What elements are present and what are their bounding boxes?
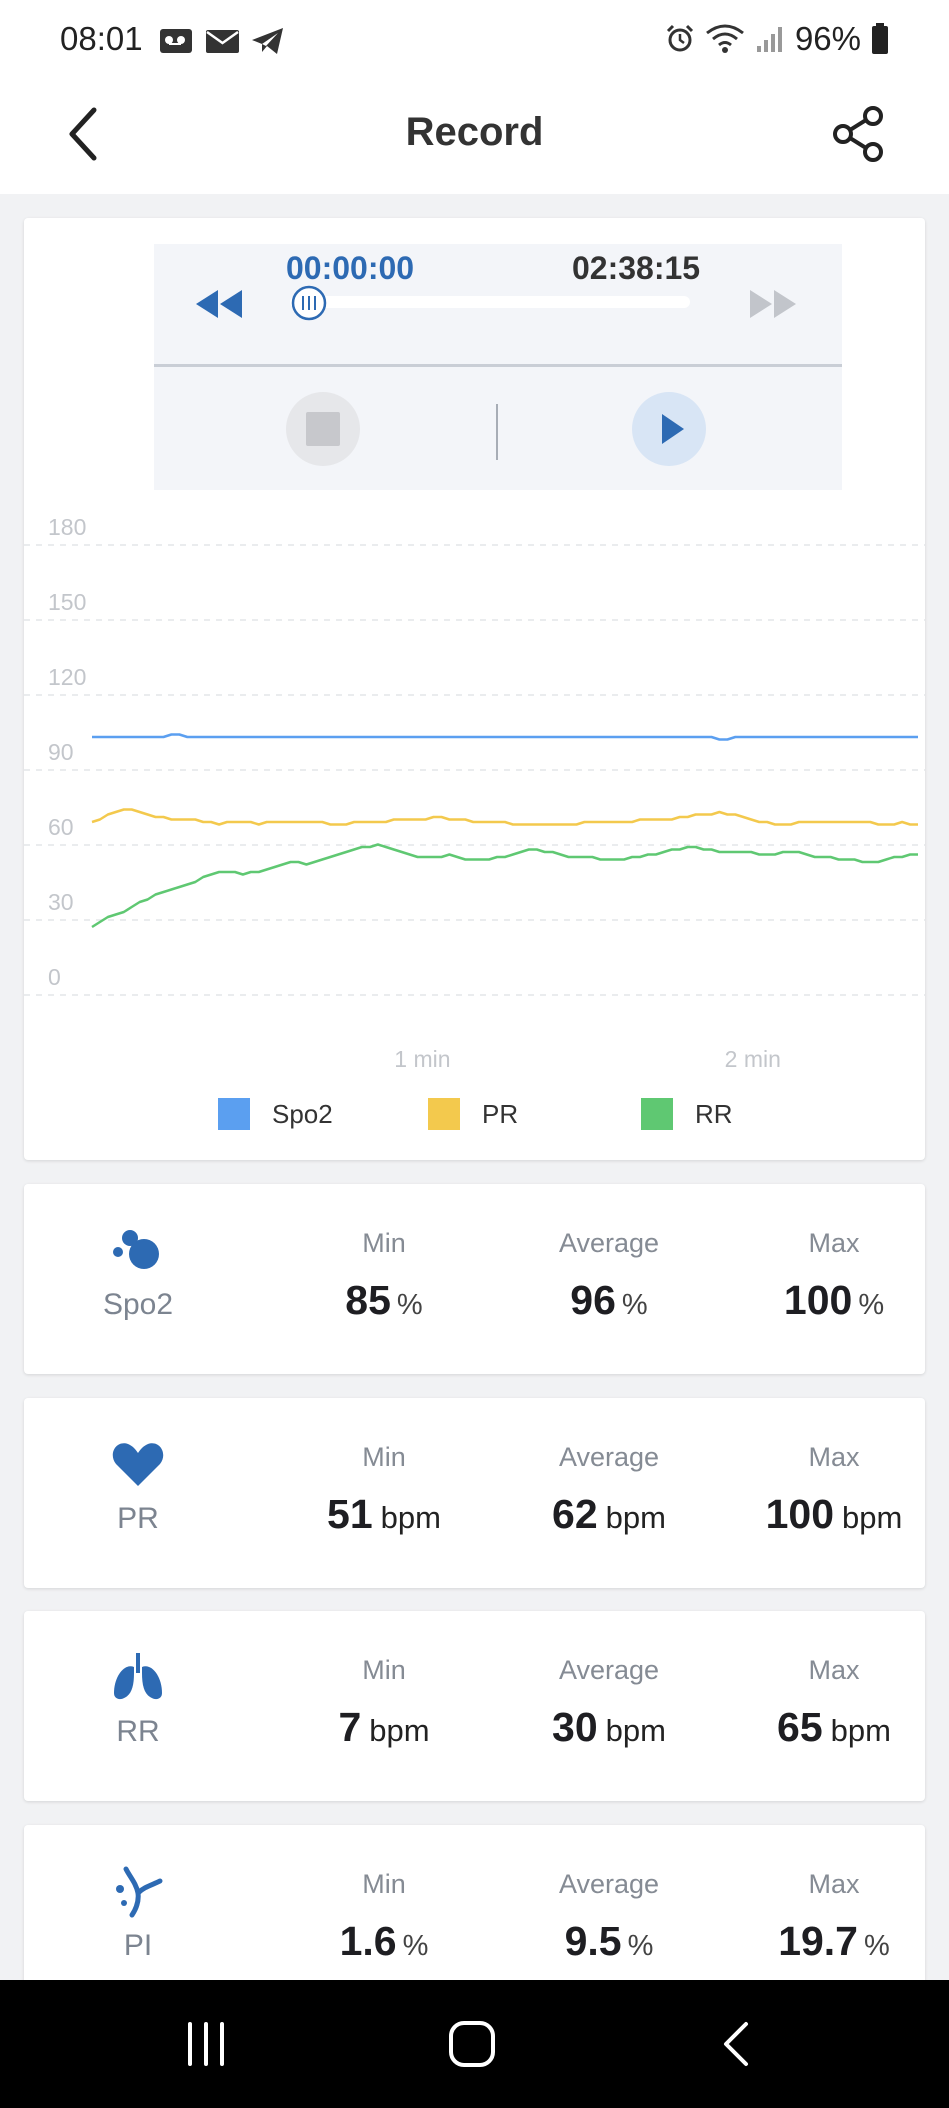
perfusion-icon: [116, 1866, 163, 1918]
stat-max: Max 100%: [783, 1228, 885, 1323]
stat-max: Max 65 bpm: [777, 1655, 891, 1750]
stat-min: Min 7 bpm: [338, 1655, 430, 1750]
play-button[interactable]: [632, 392, 706, 466]
stat-value: 100: [783, 1277, 853, 1323]
y-tick-label: 90: [48, 739, 74, 765]
voicemail-icon: [160, 29, 192, 53]
play-icon: [662, 414, 684, 444]
stat-card-rr: RR Min 7 bpm Average 30 bpm Max 65 bpm: [24, 1611, 925, 1801]
stat-value: 30: [552, 1704, 598, 1750]
stat-value: 1.6: [339, 1918, 397, 1964]
stat-name: PI: [123, 1929, 153, 1962]
chart-card: 00:00:00 02:38:15: [24, 218, 925, 1160]
current-time: 00:00:00: [286, 250, 415, 286]
stat-max: Max 100 bpm: [765, 1442, 903, 1537]
stat-value: 65: [777, 1704, 823, 1750]
stat-value: 62: [552, 1491, 598, 1537]
rewind-icon: [196, 290, 242, 318]
fast-forward-button[interactable]: [744, 284, 800, 324]
system-nav-bar: [0, 1980, 949, 2108]
stop-button[interactable]: [286, 392, 360, 466]
mail-icon: [206, 30, 239, 53]
status-bar: 08:01: [0, 0, 949, 82]
legend-item-rr: RR: [641, 1098, 733, 1130]
share-button[interactable]: [829, 104, 889, 164]
stat-value: 96: [570, 1277, 616, 1323]
rewind-button[interactable]: [192, 284, 248, 324]
chevron-left-icon: [69, 107, 97, 161]
stat-min: Min 85%: [345, 1228, 423, 1323]
app-bar: Record: [0, 82, 949, 194]
legend-swatch-pr: [428, 1098, 460, 1130]
recent-apps-icon[interactable]: [176, 2018, 236, 2070]
stat-min: Min 1.6%: [339, 1869, 429, 1964]
y-tick-label: 150: [48, 589, 86, 615]
thumb-grip-icon: [291, 285, 327, 321]
stat-card-spo2: Spo2 Min 85% Average 96% Max 100%: [24, 1184, 925, 1374]
y-tick-label: 0: [48, 964, 61, 990]
y-tick-label: 120: [48, 664, 86, 690]
back-nav-icon[interactable]: [716, 2018, 756, 2070]
stat-value: 51: [327, 1491, 373, 1537]
progress-track[interactable]: [290, 296, 690, 308]
stat-value: 7: [338, 1704, 362, 1750]
stat-value: 85: [345, 1277, 391, 1323]
battery-icon: [872, 23, 888, 54]
progress-thumb[interactable]: [290, 284, 328, 322]
trend-chart: 180 150 120 90 60 30 0 1 min 2 min: [24, 514, 925, 1072]
stat-max: Max 19.7%: [778, 1869, 890, 1964]
stat-min: Min 51 bpm: [327, 1442, 441, 1537]
playback-panel: 00:00:00 02:38:15: [154, 244, 842, 490]
stat-value: 19.7: [778, 1918, 858, 1964]
wifi-icon: [706, 24, 744, 53]
x-tick-label: 2 min: [725, 1046, 781, 1072]
home-icon[interactable]: [446, 2018, 498, 2070]
page-title: Record: [405, 110, 544, 154]
stat-name: RR: [116, 1715, 160, 1748]
series-line-spo2: [92, 733, 918, 741]
stat-name: PR: [117, 1502, 159, 1535]
telegram-icon: [252, 28, 283, 54]
stat-average: Average 30 bpm: [552, 1655, 666, 1750]
stat-name: Spo2: [102, 1288, 174, 1321]
series-line-pr: [91, 808, 918, 826]
legend-item-spo2: Spo2: [218, 1098, 333, 1130]
lungs-icon: [114, 1653, 162, 1700]
heart-icon: [112, 1443, 164, 1486]
stat-average: Average 9.5%: [558, 1869, 660, 1964]
fast-forward-icon: [750, 290, 796, 318]
oxygen-bubbles-icon: [113, 1230, 159, 1269]
stat-average: Average 62 bpm: [552, 1442, 666, 1537]
signal-icon: [756, 27, 782, 52]
stat-card-pr: PR Min 51 bpm Average 62 bpm Max 100 bpm: [24, 1398, 925, 1588]
y-tick-label: 60: [48, 814, 74, 840]
legend-swatch-spo2: [218, 1098, 250, 1130]
stat-value: 100: [765, 1491, 835, 1537]
battery-percent: 96%: [794, 20, 861, 57]
y-tick-label: 180: [48, 514, 86, 540]
stat-average: Average 96%: [558, 1228, 660, 1323]
status-time: 08:01: [60, 20, 143, 57]
total-time: 02:38:15: [572, 250, 701, 286]
x-tick-label: 1 min: [394, 1046, 450, 1072]
series-line-rr: [91, 843, 918, 929]
chart-legend: Spo2 PR RR: [24, 1098, 925, 1138]
back-button[interactable]: [62, 104, 106, 164]
share-icon: [833, 106, 883, 162]
y-tick-label: 30: [48, 889, 74, 915]
legend-item-pr: PR: [428, 1098, 518, 1130]
stat-value: 9.5: [564, 1918, 622, 1964]
alarm-icon: [666, 24, 693, 52]
legend-swatch-rr: [641, 1098, 673, 1130]
